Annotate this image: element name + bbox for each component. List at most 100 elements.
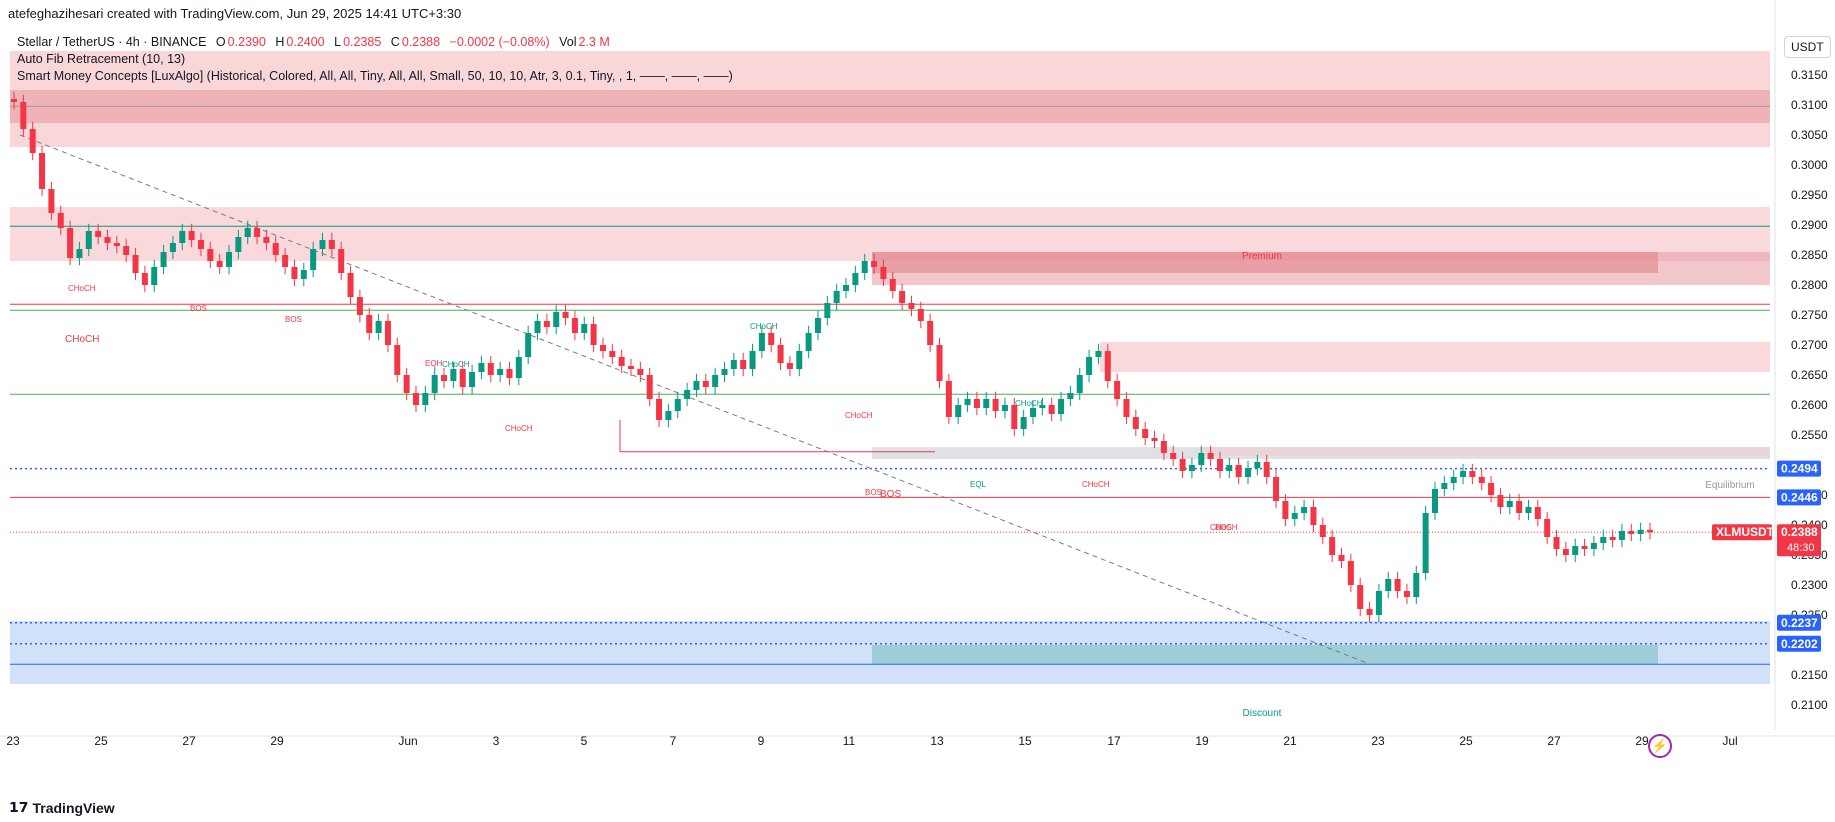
- candle-body: [1020, 417, 1027, 429]
- candle-body: [674, 399, 681, 411]
- candle-body: [899, 291, 906, 303]
- candle-body: [609, 351, 616, 357]
- candle-body: [1460, 471, 1467, 477]
- candle-body: [1628, 531, 1635, 534]
- x-tick-label: 27: [182, 734, 196, 748]
- premium-label: Premium: [1242, 251, 1282, 262]
- candle-body: [291, 267, 298, 279]
- candle-body: [1282, 501, 1289, 519]
- currency-button[interactable]: USDT: [1784, 36, 1831, 58]
- candle-body: [1600, 537, 1607, 543]
- smc-annotation: CHoCH: [505, 424, 533, 433]
- indicator-smc[interactable]: Smart Money Concepts [LuxAlgo] (Historic…: [17, 69, 733, 83]
- candle-body: [768, 333, 775, 345]
- candle-body: [1058, 399, 1065, 414]
- x-tick-label: 17: [1107, 734, 1121, 748]
- candle-body: [1001, 405, 1008, 411]
- candle-body: [487, 363, 494, 375]
- candle-body: [67, 228, 74, 258]
- candle-body: [917, 309, 924, 321]
- candle-body: [740, 360, 747, 369]
- price-label-text: 0.2202: [1781, 637, 1818, 651]
- demand-block: [872, 645, 1658, 665]
- candle-body: [1198, 453, 1205, 465]
- x-tick-label: 5: [581, 734, 588, 748]
- candle-body: [852, 273, 859, 285]
- smc-annotation: EQL: [970, 480, 987, 489]
- x-tick-label: 23: [6, 734, 20, 748]
- indicator-fib[interactable]: Auto Fib Retracement (10, 13): [17, 52, 186, 66]
- x-tick-label: 19: [1195, 734, 1209, 748]
- tradingview-logo[interactable]: 𝟭𝟳 TradingView: [9, 799, 115, 816]
- candle-body: [347, 273, 354, 297]
- candle-body: [992, 399, 999, 411]
- candle-body: [1385, 579, 1392, 591]
- candle-body: [384, 321, 391, 345]
- candle-body: [1609, 537, 1616, 540]
- candle-body: [1572, 546, 1579, 555]
- candle-body: [497, 369, 504, 375]
- candle-body: [646, 375, 653, 399]
- candle-body: [1029, 408, 1036, 417]
- price-label-text: 0.2494: [1781, 462, 1818, 476]
- candle-body: [1338, 555, 1345, 561]
- x-tick-label: 3: [493, 734, 500, 748]
- chart-credit: atefeghazihesari created with TradingVie…: [8, 6, 462, 21]
- candle-body: [469, 372, 476, 387]
- candle-body: [132, 255, 139, 273]
- candle-body: [95, 231, 102, 237]
- y-tick-label: 0.2900: [1791, 218, 1828, 232]
- candle-body: [1497, 495, 1504, 507]
- candle-body: [964, 399, 971, 405]
- candle-body: [1637, 529, 1644, 534]
- open-label: O: [215, 35, 226, 49]
- symbol-legend[interactable]: Stellar / TetherUS · 4h · BINANCE O 0.239…: [17, 35, 610, 49]
- candle-body: [1254, 462, 1261, 468]
- candle-body: [48, 189, 55, 213]
- candle-body: [824, 303, 831, 318]
- candle-body: [618, 357, 625, 366]
- smc-annotation: CHoCH: [750, 322, 778, 331]
- equilibrium-label: Equilibrium: [1705, 480, 1754, 491]
- high-label: H: [275, 35, 285, 49]
- candle-body: [141, 273, 148, 285]
- candle-body: [169, 243, 176, 252]
- x-tick-label: 13: [930, 734, 944, 748]
- candle-body: [328, 240, 335, 249]
- candle-body: [983, 399, 990, 408]
- lightning-icon[interactable]: ⚡: [1648, 734, 1672, 758]
- candle-body: [441, 375, 448, 381]
- smc-annotation: BOS: [865, 488, 882, 497]
- candle-body: [123, 246, 130, 255]
- candle-body: [459, 369, 466, 387]
- x-tick-label: 27: [1547, 734, 1561, 748]
- y-tick-label: 0.2550: [1791, 428, 1828, 442]
- candle-body: [843, 285, 850, 291]
- candle-body: [534, 321, 541, 333]
- candle-body: [1160, 441, 1167, 453]
- candle-body: [758, 333, 765, 351]
- candle-body: [1347, 561, 1354, 585]
- candle-body: [151, 267, 158, 285]
- candle-body: [1123, 399, 1130, 417]
- candle-body: [319, 240, 326, 249]
- candle-body: [478, 363, 485, 372]
- x-tick-label: 15: [1018, 734, 1032, 748]
- candle-body: [1216, 459, 1223, 471]
- candle-body: [871, 261, 878, 267]
- symbol-line[interactable]: Stellar / TetherUS · 4h · BINANCE: [17, 35, 207, 49]
- candle-body: [1291, 513, 1298, 519]
- smc-annotation: BOS: [190, 304, 207, 313]
- candle-body: [1553, 537, 1560, 549]
- candle-body: [805, 333, 812, 351]
- countdown-text: 48:30: [1787, 542, 1815, 554]
- candle-body: [1441, 483, 1448, 489]
- candle-body: [20, 102, 27, 129]
- candle-body: [590, 324, 597, 345]
- candle-body: [450, 369, 457, 381]
- candle-body: [188, 231, 195, 240]
- candle-body: [226, 252, 233, 267]
- low-label: L: [334, 35, 342, 49]
- volume-label: Vol: [559, 35, 577, 49]
